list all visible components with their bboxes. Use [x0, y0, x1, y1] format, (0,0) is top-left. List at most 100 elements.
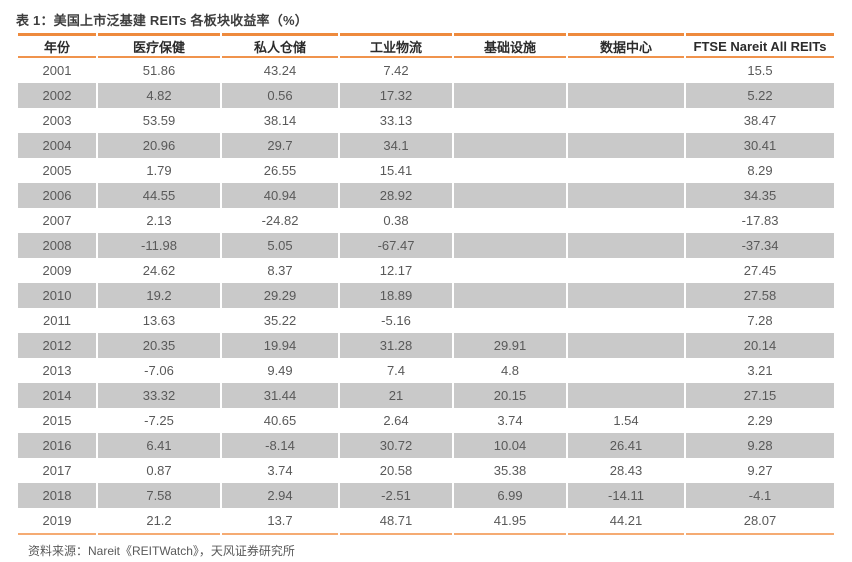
value-cell: 33.32	[98, 383, 220, 408]
column-header: 数据中心	[568, 33, 684, 58]
value-cell: 26.41	[568, 433, 684, 458]
table-row: 2018 7.58 2.94 -2.51 6.99 -14.11 -4.1	[18, 483, 834, 508]
value-cell: 4.82	[98, 83, 220, 108]
year-cell: 2001	[42, 63, 72, 78]
table-row: 2012 20.35 19.94 31.28 29.91 20.14	[18, 333, 834, 358]
year-cell: 2014	[18, 383, 96, 408]
column-header: 医疗保健	[98, 33, 220, 58]
year-cell: 2003	[42, 113, 72, 128]
value-cell: -37.34	[686, 233, 834, 258]
year-cell: 2013	[42, 363, 72, 378]
table-title: 表 1：美国上市泛基建 REITs 各板块收益率（%）	[16, 13, 308, 28]
value-cell	[568, 133, 684, 158]
value-cell: 7.28	[747, 313, 773, 328]
table-header: 年份 医疗保健 私人仓储 工业物流 基础设施 数据中心 FTSE Nareit All RE…	[18, 33, 834, 58]
value-cell: 0.38	[383, 213, 409, 228]
table-row: 2016 6.41 -8.14 30.72 10.04 26.41 9.28	[18, 433, 834, 458]
value-cell: 28.43	[609, 463, 643, 478]
value-cell	[568, 283, 684, 308]
table-row: 2007 2.13 -24.82 0.38 -17.83	[18, 208, 834, 233]
value-cell	[454, 108, 566, 133]
value-cell	[568, 183, 684, 208]
value-cell: 13.63	[142, 313, 176, 328]
column-header: 私人仓储	[222, 33, 338, 58]
value-cell: 10.04	[454, 433, 566, 458]
value-cell: 17.32	[340, 83, 452, 108]
value-cell: 6.41	[98, 433, 220, 458]
value-cell: 6.99	[454, 483, 566, 508]
table-row: 2009 24.62 8.37 12.17 27.45	[18, 258, 834, 283]
value-cell: 33.13	[379, 113, 413, 128]
year-cell: 2002	[18, 83, 96, 108]
value-cell	[568, 233, 684, 258]
column-header: 工业物流	[340, 33, 452, 58]
value-cell: 21.2	[98, 508, 220, 535]
value-cell: 27.15	[686, 383, 834, 408]
value-cell	[454, 158, 566, 183]
year-cell: 2005	[42, 163, 72, 178]
value-cell: 27.58	[686, 283, 834, 308]
value-cell: 9.27	[747, 463, 773, 478]
year-cell: 2012	[18, 333, 96, 358]
value-cell: -14.11	[568, 483, 684, 508]
value-cell: -5.16	[381, 313, 411, 328]
value-cell: 18.89	[340, 283, 452, 308]
header-row: 年份 医疗保健 私人仓储 工业物流 基础设施 数据中心 FTSE Nareit All RE…	[18, 33, 834, 58]
value-cell: 15.5	[747, 63, 773, 78]
value-cell: 30.72	[340, 433, 452, 458]
value-cell	[568, 333, 684, 358]
value-cell: 29.91	[454, 333, 566, 358]
value-cell: 19.2	[98, 283, 220, 308]
value-cell: 26.55	[263, 163, 297, 178]
table-row: 2001 51.86 43.24 7.42 15.5	[18, 58, 834, 83]
value-cell: -2.51	[340, 483, 452, 508]
table-row: 2003 53.59 38.14 33.13 38.47	[18, 108, 834, 133]
value-cell: 24.62	[142, 263, 176, 278]
value-cell	[454, 58, 566, 83]
value-cell: 8.29	[747, 163, 773, 178]
value-cell	[454, 283, 566, 308]
year-cell: 2009	[42, 263, 72, 278]
value-cell: 0.87	[146, 463, 172, 478]
year-cell: 2006	[18, 183, 96, 208]
year-cell: 2007	[42, 213, 72, 228]
value-cell: 38.47	[743, 113, 777, 128]
value-cell: 44.21	[568, 508, 684, 535]
value-cell: 1.79	[146, 163, 172, 178]
year-cell: 2008	[18, 233, 96, 258]
value-cell: -17.83	[741, 213, 779, 228]
value-cell: 28.92	[340, 183, 452, 208]
value-cell: 9.49	[267, 363, 293, 378]
value-cell: 34.35	[686, 183, 834, 208]
value-cell: 3.74	[497, 413, 523, 428]
value-cell: 35.22	[263, 313, 297, 328]
value-cell: 13.7	[222, 508, 338, 535]
value-cell: -4.1	[686, 483, 834, 508]
value-cell: 29.29	[222, 283, 338, 308]
value-cell: 30.41	[686, 133, 834, 158]
table-body: 2001 51.86 43.24 7.42 15.5 2002 4.82 0.56 17.32 5…	[18, 58, 834, 535]
value-cell: 44.55	[98, 183, 220, 208]
value-cell: -7.25	[144, 413, 174, 428]
value-cell: 29.7	[222, 133, 338, 158]
value-cell: 0.56	[222, 83, 338, 108]
value-cell	[568, 383, 684, 408]
table-row: 2019 21.2 13.7 48.71 41.95 44.21 28.07	[18, 508, 834, 535]
value-cell: 21	[340, 383, 452, 408]
table-row: 2008 -11.98 5.05 -67.47 -37.34	[18, 233, 834, 258]
value-cell: 20.15	[454, 383, 566, 408]
year-cell: 2018	[18, 483, 96, 508]
value-cell	[568, 358, 684, 383]
value-cell: -8.14	[222, 433, 338, 458]
value-cell	[454, 233, 566, 258]
table-row: 2004 20.96 29.7 34.1 30.41	[18, 133, 834, 158]
value-cell	[454, 83, 566, 108]
value-cell	[454, 133, 566, 158]
year-cell: 2015	[42, 413, 72, 428]
value-cell: 31.28	[340, 333, 452, 358]
table-row: 2013 -7.06 9.49 7.4 4.8 3.21	[18, 358, 834, 383]
table-row: 2014 33.32 31.44 21 20.15 27.15	[18, 383, 834, 408]
column-header: 年份	[18, 33, 96, 58]
value-cell: 40.94	[222, 183, 338, 208]
value-cell: -67.47	[340, 233, 452, 258]
